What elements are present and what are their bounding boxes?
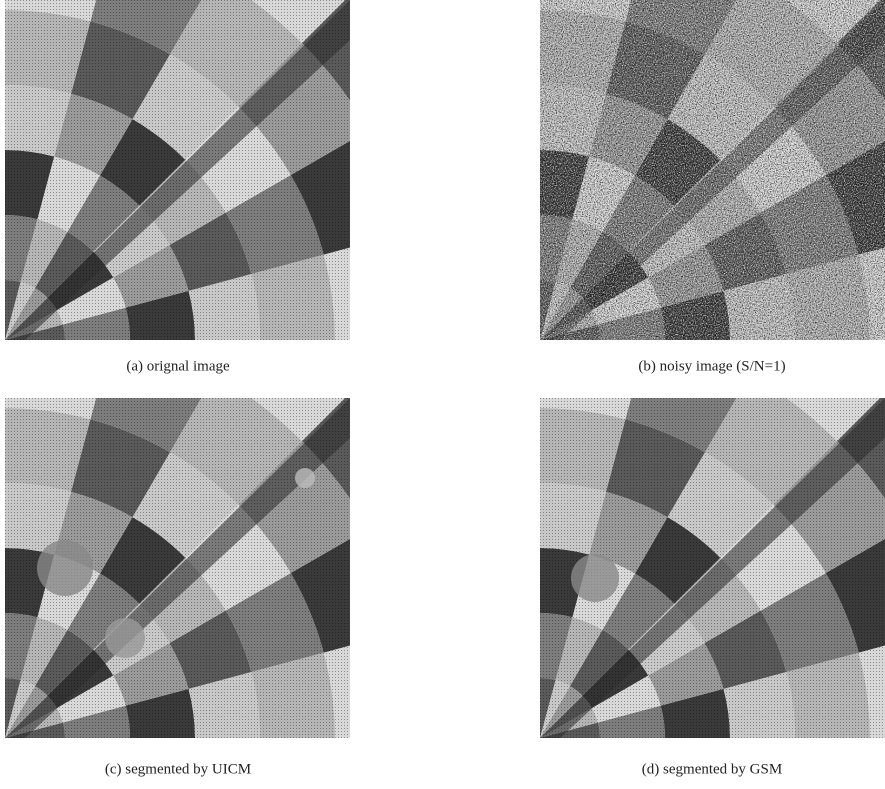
panel-b-image bbox=[540, 0, 885, 340]
panel-a-image bbox=[5, 0, 525, 340]
caption: (c) segmented by UICM bbox=[105, 761, 251, 777]
caption: (d) segmented by GSM bbox=[642, 761, 782, 777]
caption: (a) orignal image bbox=[126, 358, 230, 374]
figure: (a) orignal image (b) noisy image (S/N=1… bbox=[0, 0, 885, 784]
caption: (b) noisy image (S/N=1) bbox=[638, 358, 785, 374]
